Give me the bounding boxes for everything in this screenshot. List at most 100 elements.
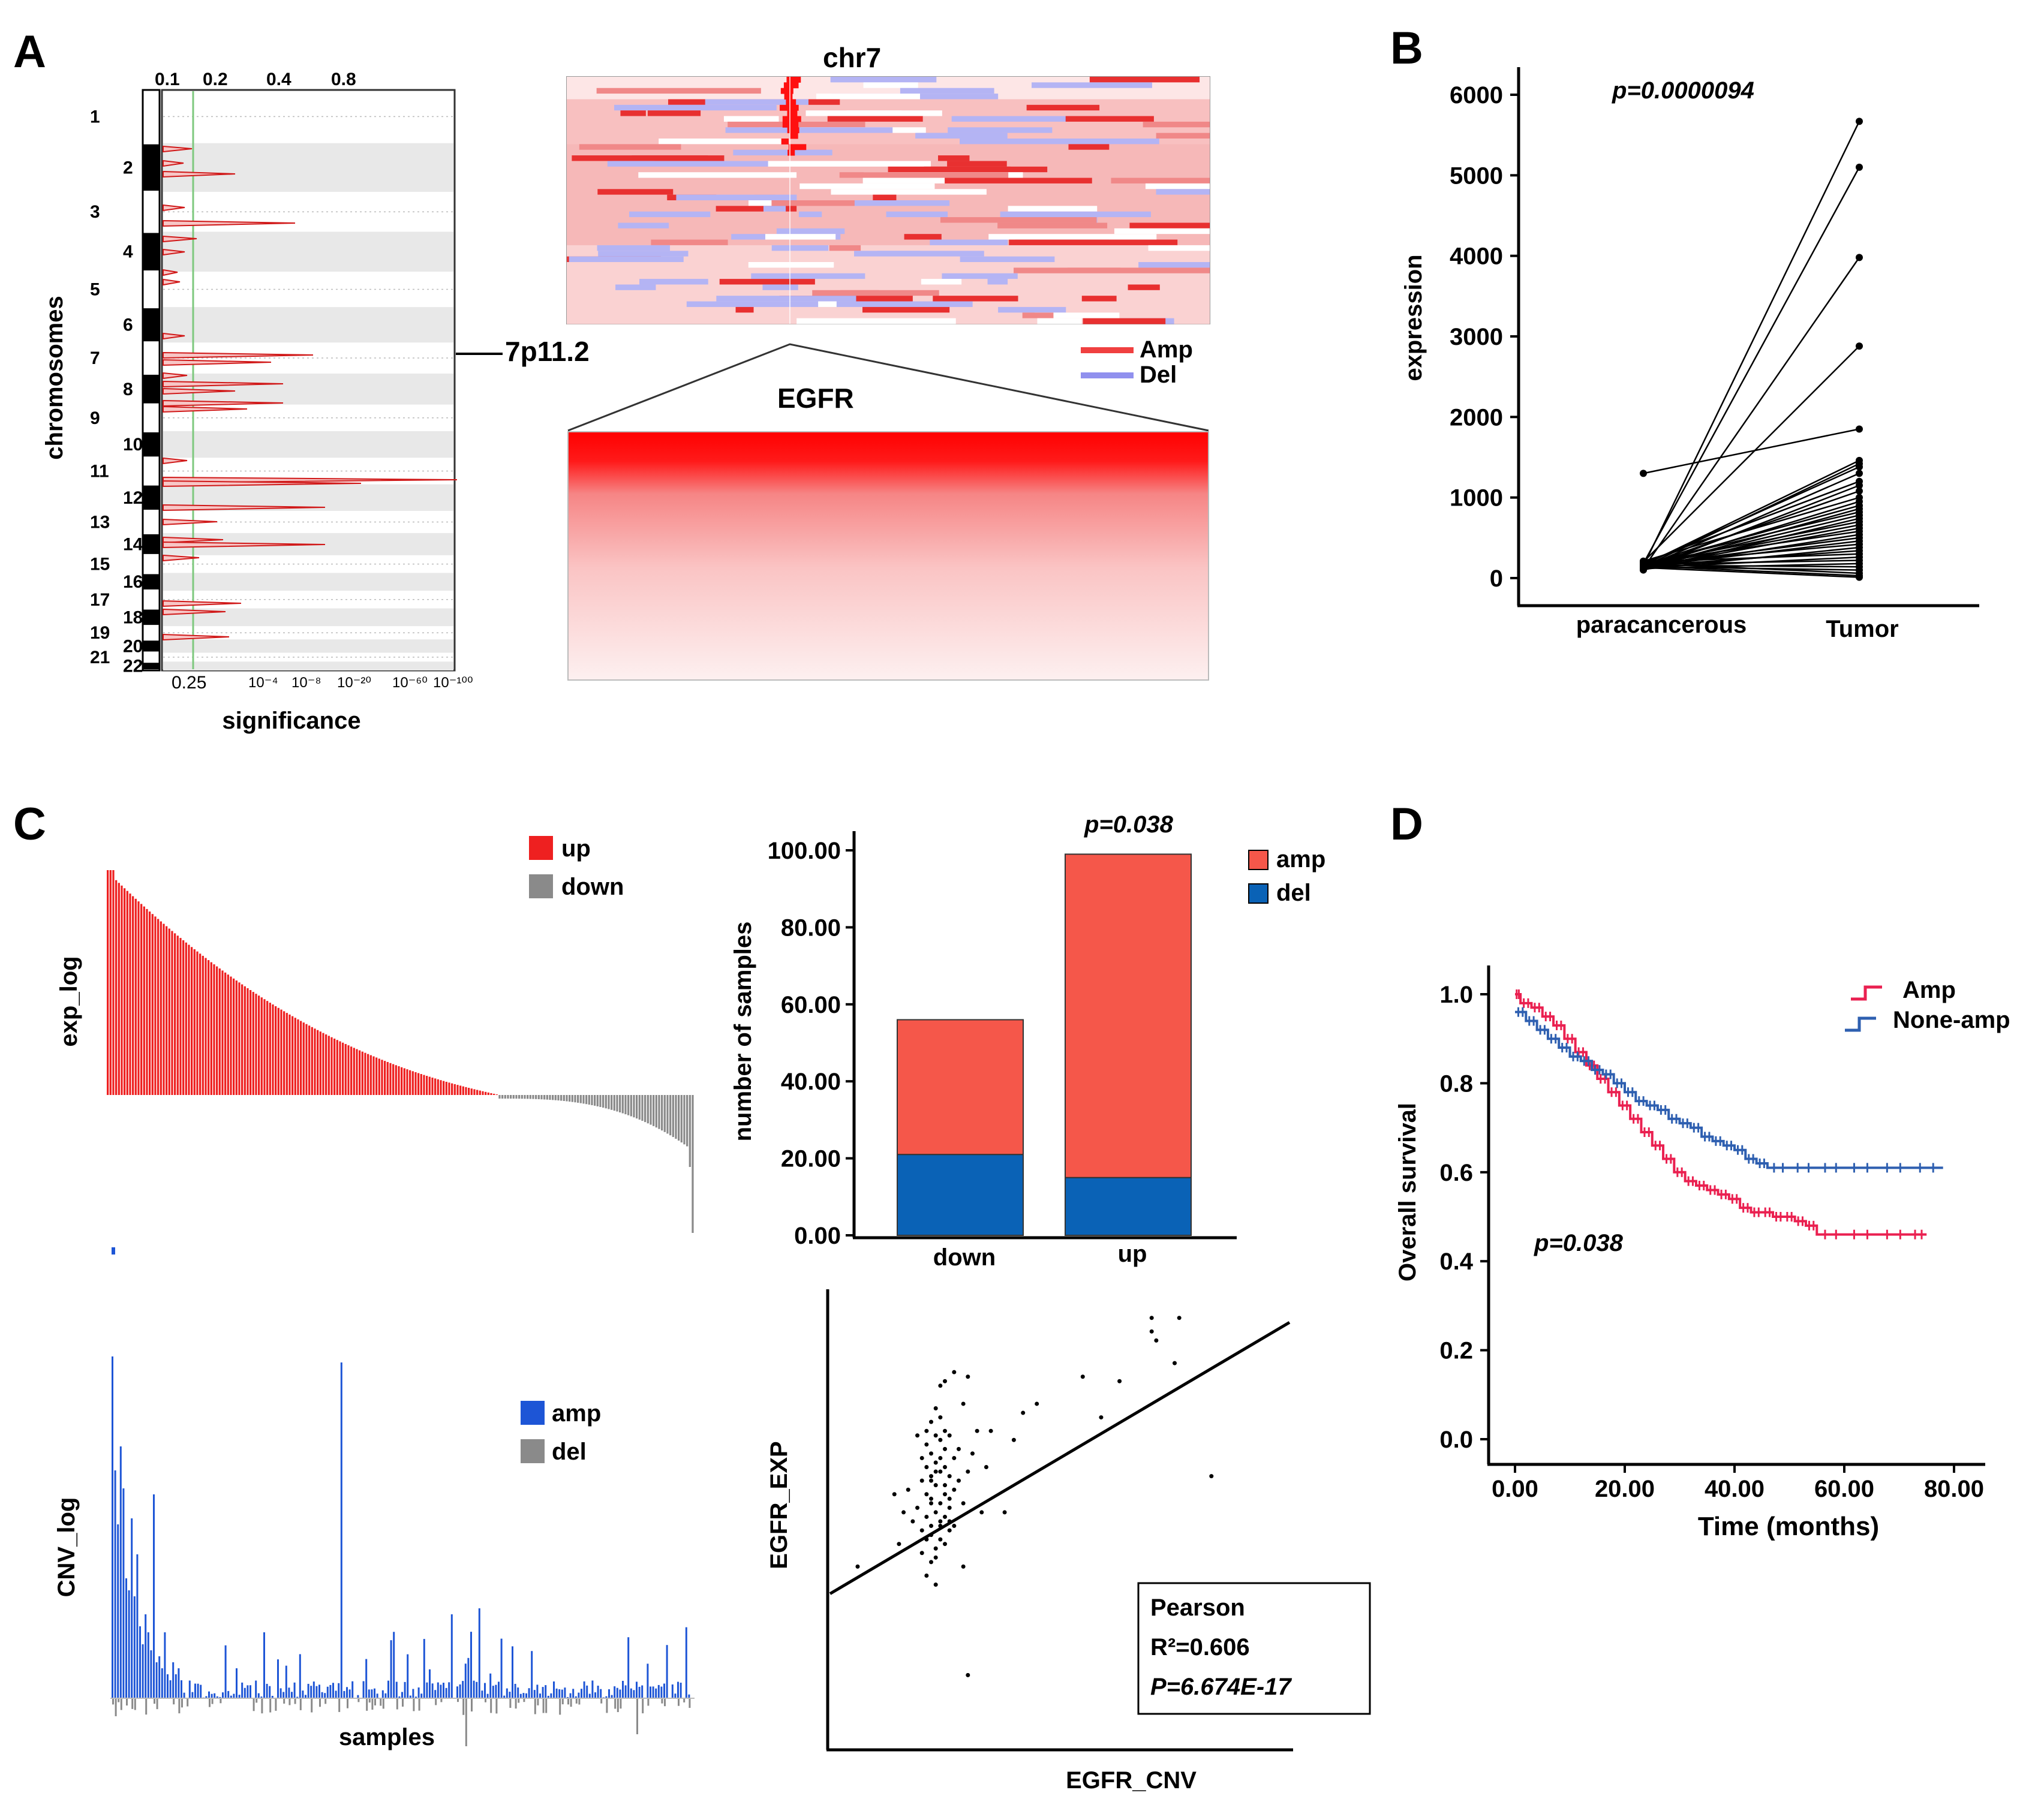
cnv-bar-del	[570, 1698, 572, 1707]
cnv-bar-amp	[539, 1693, 541, 1698]
heatmap-segment	[1156, 189, 1210, 195]
exp-bar-up	[154, 916, 157, 1095]
heatmap-segment	[776, 228, 845, 234]
chromosome-label: 1	[90, 107, 100, 127]
amplification-peak	[163, 219, 296, 227]
legend-amp-swatch	[1248, 850, 1269, 870]
heatmap-segment	[771, 245, 829, 251]
scatter-points	[855, 1316, 1214, 1677]
cnv-bar-del	[578, 1698, 581, 1705]
cnv-bar-amp	[674, 1693, 677, 1698]
exp-bar-up	[470, 1088, 473, 1095]
cnv-bar-amp	[464, 1663, 467, 1698]
scatter-point	[1002, 1510, 1007, 1515]
egfr-focal-amp	[787, 110, 798, 117]
scatter-point	[947, 1433, 952, 1438]
ideogram-segment	[143, 144, 159, 191]
cnv-bar-amp	[509, 1692, 511, 1698]
cnv-bar-amp	[630, 1688, 632, 1698]
gene-label: EGFR	[777, 383, 854, 414]
heatmap-row	[567, 217, 1210, 223]
paired-line	[1642, 257, 1860, 569]
heatmap-segment	[942, 273, 1018, 279]
scatter-point	[952, 1487, 957, 1492]
cnv-bar-amp	[233, 1693, 235, 1698]
exp-bar-up	[322, 1033, 324, 1095]
amplification-peak	[163, 204, 185, 212]
exp-bar-up	[171, 931, 173, 1095]
exp-bar-up	[426, 1076, 428, 1095]
exp-bar-up	[182, 940, 185, 1095]
cnv-bar-del	[620, 1698, 622, 1709]
stats-r2: R²=0.606	[1150, 1634, 1250, 1660]
amplification-peak	[163, 536, 224, 544]
cnv-bar-del	[490, 1698, 492, 1713]
exp-bar-up	[347, 1045, 350, 1095]
exp-bar-up	[224, 972, 227, 1095]
heatmap-segment	[762, 284, 798, 291]
cnv-bar-amp	[660, 1686, 663, 1698]
paired-lines	[1640, 118, 1863, 581]
egfr-focal-amp	[781, 139, 789, 145]
cnv-bar-amp	[384, 1693, 387, 1698]
cnv-bar-del	[465, 1698, 467, 1746]
cnv-bar-amp	[401, 1692, 403, 1698]
top-tick: 0.8	[331, 70, 356, 89]
exp-bar-down	[549, 1095, 551, 1100]
amplification-peak	[163, 351, 314, 359]
egfr-focal-amp	[784, 94, 793, 100]
heatmap-segment	[1138, 262, 1210, 268]
scatter-point	[924, 1442, 929, 1447]
heatmap-segment	[988, 234, 1157, 240]
exp-bar-down	[504, 1095, 506, 1099]
heatmap-segment	[579, 144, 681, 151]
heatmap-segment	[987, 279, 1008, 285]
cnv-bar-amp	[142, 1644, 144, 1698]
cnv-bar-amp	[448, 1682, 450, 1698]
scatter-point	[943, 1446, 947, 1451]
scatter-point	[938, 1455, 943, 1460]
heatmap-segment	[1026, 104, 1100, 111]
cnv-bar-del	[642, 1698, 644, 1714]
scatter-point	[970, 1451, 975, 1456]
cnv-bar-amp	[346, 1687, 348, 1698]
cnv-bar-amp	[197, 1683, 199, 1698]
heatmap-row	[567, 279, 1210, 285]
exp-bar-down	[540, 1095, 543, 1100]
zoom-lines	[567, 343, 1209, 432]
scatter-point	[929, 1496, 934, 1501]
chromosome-band	[163, 431, 453, 458]
exp-bar-up	[179, 938, 182, 1095]
heatmap-segment	[947, 161, 1007, 167]
y-tick-label: 20.00	[781, 1146, 841, 1172]
exp-bar-up	[389, 1063, 392, 1095]
exp-bar-up	[378, 1058, 380, 1095]
exp-bar-up	[342, 1042, 344, 1095]
cnv-bar-amp	[125, 1578, 127, 1698]
scatter-point	[915, 1505, 920, 1510]
cnv-bar-amp	[685, 1627, 687, 1698]
cnv-bar-del	[324, 1698, 327, 1704]
scatter-point	[1099, 1415, 1104, 1420]
exp-bar-down	[552, 1095, 554, 1100]
exp-bar-down	[678, 1095, 680, 1141]
cnv-bar-amp	[158, 1656, 161, 1698]
exp-bar-up	[479, 1090, 481, 1095]
scatter-point	[924, 1492, 929, 1497]
cnv-bar-amp	[594, 1692, 596, 1698]
cnv-bar-amp	[586, 1685, 588, 1698]
exp-bar-up	[213, 964, 215, 1095]
chromosome-label: 3	[90, 202, 100, 222]
scatter-point	[1149, 1329, 1154, 1334]
legend-up-label: up	[561, 835, 591, 862]
cnv-bar-amp	[476, 1681, 478, 1698]
scatter-point	[924, 1428, 929, 1433]
exp-bar-down	[641, 1095, 644, 1121]
bottom-tick: 10⁻⁴	[248, 675, 278, 691]
x-tick-label: 60.00	[1814, 1476, 1874, 1502]
exp-bar-down	[633, 1095, 635, 1118]
point-tumor	[1856, 487, 1863, 495]
cnv-bar-amp	[636, 1681, 638, 1698]
cnv-bar-amp	[652, 1686, 654, 1698]
cnv-bar-amp	[578, 1692, 580, 1698]
